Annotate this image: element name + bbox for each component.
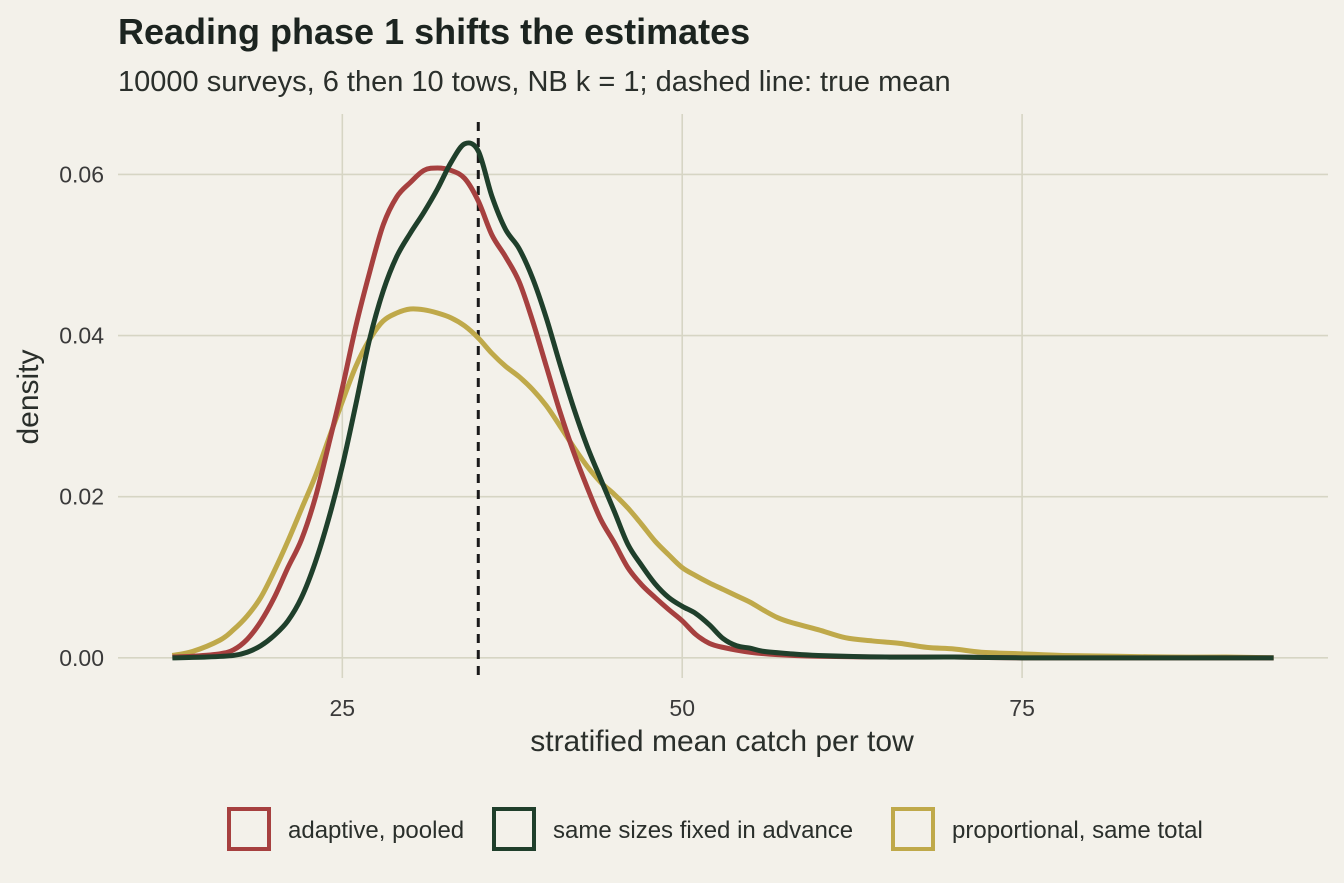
series-layer <box>171 140 1274 661</box>
legend-key <box>492 807 536 851</box>
tick-labels: 25 50 75 0.00 0.02 0.04 0.06 <box>59 161 1035 721</box>
y-tick-label: 0.02 <box>59 484 104 510</box>
y-tick-label: 0.06 <box>59 161 104 187</box>
x-tick-label: 50 <box>669 695 695 721</box>
y-axis-title: density <box>12 349 45 444</box>
legend-key <box>891 807 935 851</box>
series-line-2 <box>172 140 1274 661</box>
chart-subtitle: 10000 surveys, 6 then 10 tows, NB k = 1;… <box>118 66 951 98</box>
x-tick-label: 75 <box>1009 695 1035 721</box>
x-tick-label: 25 <box>330 695 356 721</box>
y-tick-label: 0.04 <box>59 323 104 349</box>
x-axis-title: stratified mean catch per tow <box>530 725 914 758</box>
y-tick-label: 0.00 <box>59 645 104 671</box>
legend: adaptive, pooled same sizes fixed in adva… <box>227 807 1203 851</box>
chart-title: Reading phase 1 shifts the estimates <box>118 11 750 52</box>
legend-label: same sizes fixed in advance <box>553 817 853 844</box>
legend-label: adaptive, pooled <box>288 817 464 844</box>
series-line-3 <box>171 306 1274 661</box>
gridlines <box>118 114 1328 678</box>
legend-key <box>227 807 271 851</box>
legend-label: proportional, same total <box>952 817 1203 844</box>
